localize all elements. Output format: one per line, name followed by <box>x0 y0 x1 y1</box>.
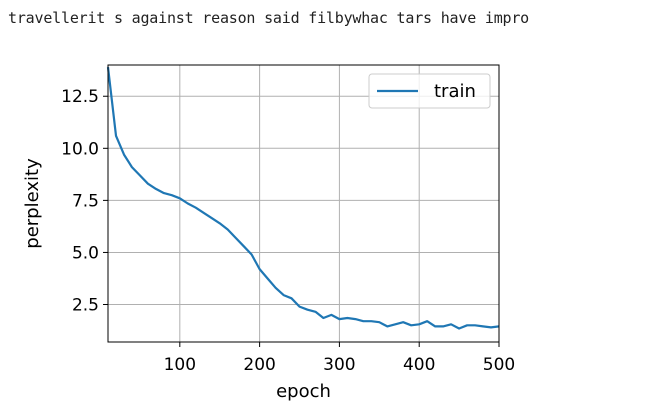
legend: train <box>368 73 491 109</box>
y-tick-label: 10.0 <box>61 139 99 159</box>
y-tick-label: 12.5 <box>61 87 99 107</box>
plot-frame <box>107 64 500 343</box>
x-tick-label: 100 <box>164 355 196 375</box>
legend-box <box>368 73 491 109</box>
x-tick-label: 500 <box>483 355 515 375</box>
x-axis-label: epoch <box>276 381 331 402</box>
y-tick-label: 5.0 <box>72 243 99 263</box>
x-tick-label: 200 <box>243 355 275 375</box>
console-output-text: travellerit s against reason said filbyw… <box>8 9 530 27</box>
legend-label-train: train <box>434 81 476 102</box>
y-tick-label: 7.5 <box>72 191 99 211</box>
y-axis: 2.5 5.0 7.5 10.0 12.5 <box>61 87 108 316</box>
y-tick-label: 2.5 <box>72 296 99 316</box>
x-tick-label: 400 <box>403 355 435 375</box>
series-line-train <box>106 66 500 330</box>
y-axis-label: perplexity <box>22 158 43 249</box>
x-axis: 100 200 300 400 500 <box>164 342 515 375</box>
x-tick-label: 300 <box>323 355 355 375</box>
